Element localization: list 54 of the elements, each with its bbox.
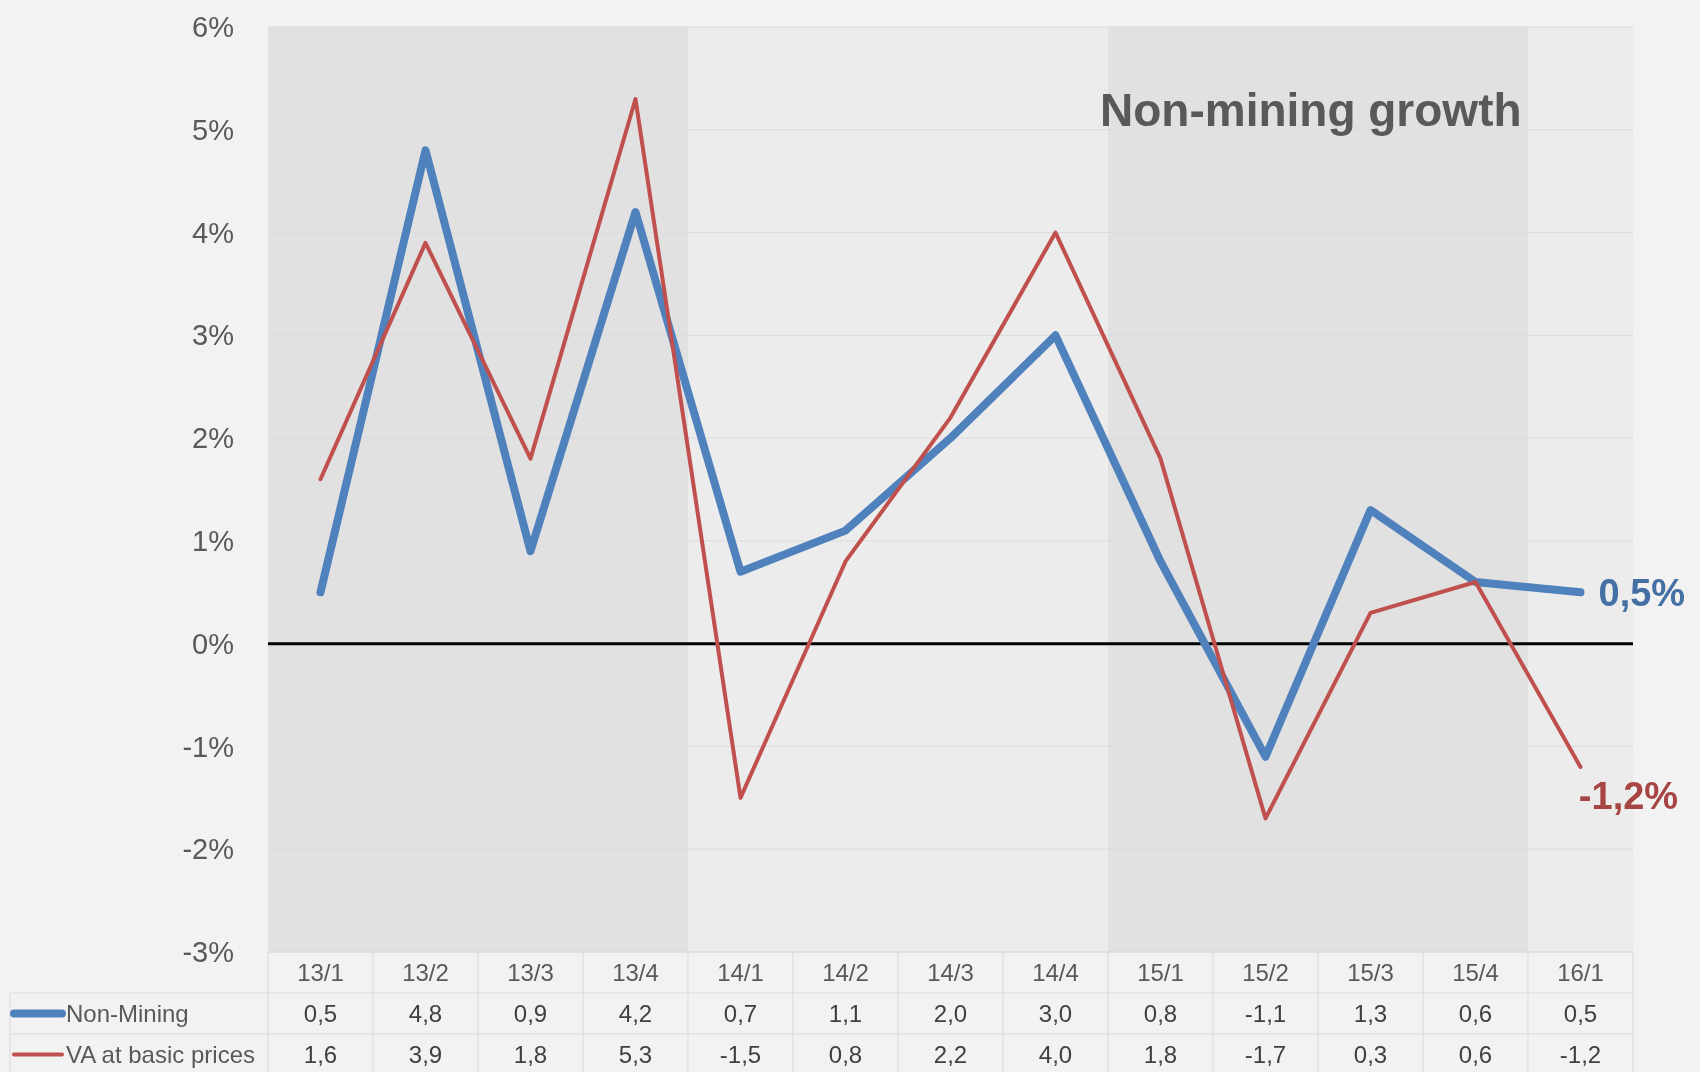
y-tick-label: 6% — [192, 11, 234, 44]
x-tick-label: 15/4 — [1452, 958, 1499, 986]
data-label: 1,8 — [513, 1040, 548, 1068]
x-tick-label: 14/3 — [927, 958, 974, 986]
x-tick-label: 13/2 — [402, 958, 449, 986]
data-label: 0,6 — [1458, 999, 1493, 1027]
data-label: -1,1 — [1244, 999, 1287, 1027]
data-label: 4,2 — [618, 999, 653, 1027]
x-tick-label: 16/1 — [1557, 958, 1604, 986]
data-label: 1,6 — [303, 1040, 338, 1068]
x-tick-label: 15/3 — [1347, 958, 1394, 986]
data-label: 0,5 — [303, 999, 338, 1027]
data-label: -1,7 — [1244, 1040, 1287, 1068]
y-tick-label: 3% — [192, 319, 234, 352]
y-tick-label: 0% — [192, 627, 234, 660]
data-label: 0,9 — [513, 999, 548, 1027]
x-tick-label: 13/3 — [507, 958, 554, 986]
data-label: 1,8 — [1143, 1040, 1178, 1068]
y-tick-label: -2% — [182, 833, 234, 866]
y-tick-label: 1% — [192, 525, 234, 558]
y-tick-label: 5% — [192, 113, 234, 146]
x-tick-label: 13/4 — [612, 958, 659, 986]
data-label: 2,2 — [933, 1040, 968, 1068]
x-tick-label: 15/1 — [1137, 958, 1184, 986]
legend-label: VA at basic prices — [66, 1040, 255, 1068]
data-label: 0,8 — [828, 1040, 863, 1068]
data-label: 2,0 — [933, 999, 968, 1027]
x-tick-label: 15/2 — [1242, 958, 1289, 986]
data-label: 0,8 — [1143, 999, 1178, 1027]
annotation: -1,2% — [1578, 775, 1679, 817]
x-tick-label: 14/2 — [822, 958, 869, 986]
data-label: 4,0 — [1038, 1040, 1073, 1068]
annotation: 0,5% — [1598, 571, 1686, 614]
data-label: 4,8 — [408, 999, 443, 1027]
annotation: Non-mining growth — [1100, 84, 1522, 136]
data-label: -1,5 — [719, 1040, 762, 1068]
data-label: 1,3 — [1353, 999, 1388, 1027]
data-label: 0,5 — [1563, 999, 1598, 1027]
data-label: 5,3 — [618, 1040, 653, 1068]
x-tick-label: 14/1 — [717, 958, 764, 986]
data-label: 3,0 — [1038, 999, 1073, 1027]
data-label: 0,6 — [1458, 1040, 1493, 1068]
y-tick-label: -3% — [182, 936, 234, 969]
y-tick-label: 4% — [192, 216, 234, 249]
data-label: 3,9 — [408, 1040, 443, 1068]
y-tick-label: -1% — [182, 730, 234, 763]
legend-label: Non-Mining — [66, 999, 189, 1027]
y-tick-label: 2% — [192, 422, 234, 455]
x-tick-label: 14/4 — [1032, 958, 1079, 986]
x-tick-label: 13/1 — [297, 958, 344, 986]
data-label: 1,1 — [828, 999, 863, 1027]
data-label: 0,3 — [1353, 1040, 1388, 1068]
data-label: 0,7 — [723, 999, 758, 1027]
data-label: -1,2 — [1559, 1040, 1602, 1068]
